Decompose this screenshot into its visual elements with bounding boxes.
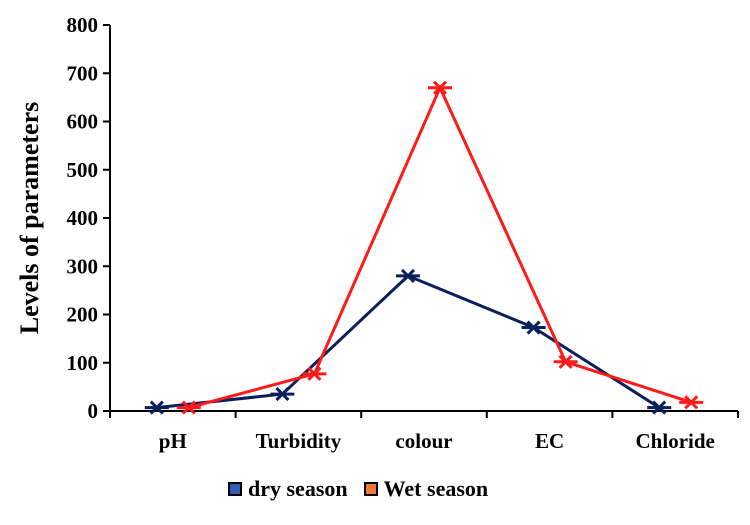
series-layer xyxy=(144,80,704,415)
x-tick-label: EC xyxy=(535,429,564,453)
series-line-dry-season xyxy=(156,274,661,410)
legend-swatch-wet-season xyxy=(363,482,378,496)
x-tick-label: colour xyxy=(395,429,452,453)
y-axis-label: Levels of parameters xyxy=(15,102,44,334)
data-point-dry-season xyxy=(521,320,546,335)
y-tick-label: 400 xyxy=(67,206,99,230)
y-tick-label: 700 xyxy=(67,61,99,85)
x-tick-label: Chloride xyxy=(636,429,715,453)
y-axis: 0 100 200 300 400 500 600 700 800 xyxy=(67,13,111,423)
legend-label-dry-season: dry season xyxy=(248,476,348,501)
y-tick-label: 100 xyxy=(67,351,99,375)
y-tick-label: 600 xyxy=(67,110,99,134)
data-point-wet-season xyxy=(428,80,452,95)
data-point-dry-season xyxy=(396,268,420,283)
data-point-wet-season xyxy=(302,366,327,381)
data-point-wet-season xyxy=(553,354,578,369)
data-point-dry-season xyxy=(144,400,169,415)
legend-label-wet-season: Wet season xyxy=(383,476,489,501)
legend-item-dry-season: dry season xyxy=(228,476,348,502)
y-tick-label: 0 xyxy=(88,399,99,423)
y-tick-label: 800 xyxy=(67,13,99,37)
x-tick-label: pH xyxy=(159,429,187,453)
legend: dry season Wet season xyxy=(228,476,488,502)
data-point-dry-season xyxy=(647,400,672,415)
y-tick-label: 200 xyxy=(67,303,99,327)
legend-swatch-dry-season xyxy=(228,482,242,496)
data-point-wet-season xyxy=(176,400,201,415)
x-axis: pH Turbidity colour EC Chloride xyxy=(109,410,739,453)
data-point-wet-season xyxy=(679,395,704,410)
legend-item-wet-season: Wet season xyxy=(363,476,489,502)
y-tick-label: 300 xyxy=(67,254,99,278)
data-point-dry-season xyxy=(270,387,295,402)
y-tick-label: 500 xyxy=(67,158,99,182)
series-line-wet-season xyxy=(188,86,692,410)
x-tick-label: Turbidity xyxy=(256,429,342,453)
